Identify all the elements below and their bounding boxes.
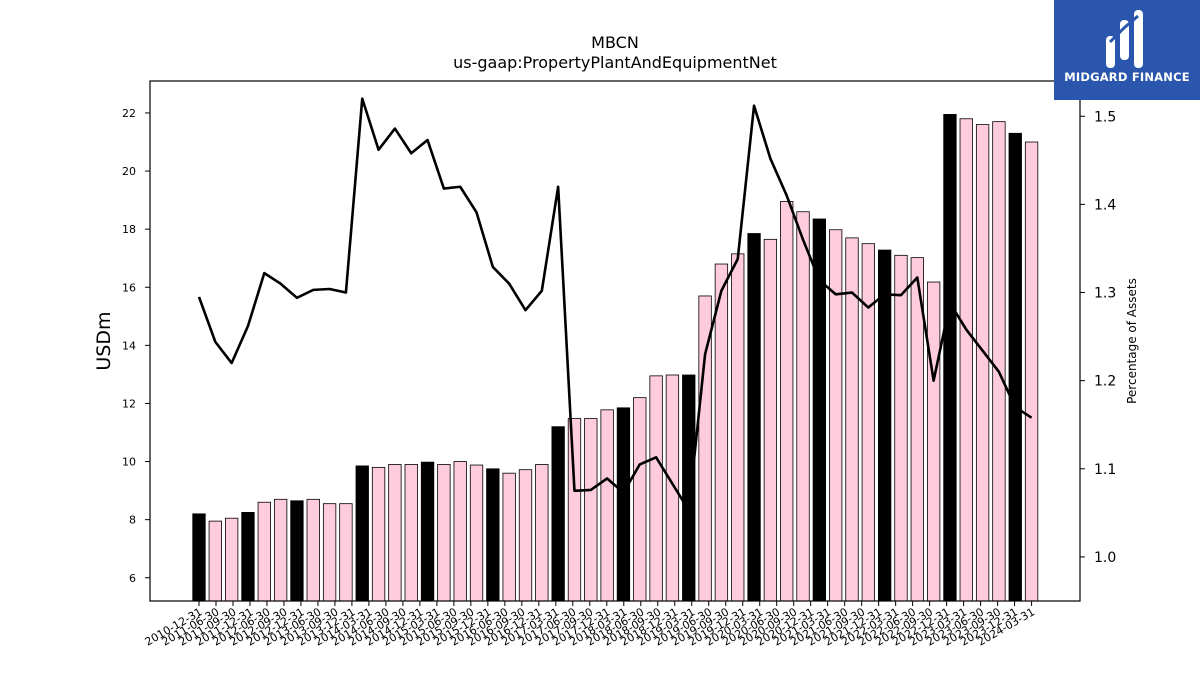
bar <box>453 461 467 602</box>
y-tick-label: 16 <box>122 281 136 294</box>
y2-tick-label: 1.0 <box>1094 550 1116 566</box>
bar <box>861 243 875 602</box>
bar <box>518 469 533 602</box>
y-tick-label: 20 <box>122 165 136 178</box>
bar <box>665 374 680 602</box>
bar <box>682 374 696 602</box>
bar <box>339 503 353 602</box>
y-tick-label: 8 <box>129 514 136 527</box>
y-tick-label: 22 <box>122 107 136 120</box>
bar <box>355 465 369 602</box>
bar <box>829 229 843 602</box>
y2-tick-label: 1.2 <box>1094 374 1116 390</box>
bar <box>616 407 631 602</box>
bar <box>551 426 565 602</box>
bar <box>404 464 418 602</box>
bar <box>584 418 598 602</box>
chart-subtitle: us-gaap:PropertyPlantAndEquipmentNet <box>453 53 777 72</box>
bar <box>306 498 320 602</box>
bar <box>959 118 973 602</box>
y2-tick-label: 1.4 <box>1094 197 1116 213</box>
bar <box>747 233 761 602</box>
bar <box>649 375 663 602</box>
bar <box>894 254 908 602</box>
y-tick-label: 6 <box>129 572 136 585</box>
bar <box>322 503 337 602</box>
bar <box>241 512 255 602</box>
bar <box>469 464 484 602</box>
bar <box>257 501 271 602</box>
plot-frame <box>149 80 1081 602</box>
bar <box>192 513 206 602</box>
x-axis: 2010-12-312011-06-302011-09-302011-12-31… <box>143 601 1037 649</box>
bar <box>1008 132 1022 602</box>
line-path <box>197 97 1033 512</box>
bar <box>486 468 500 602</box>
bar <box>926 281 941 602</box>
bar <box>796 211 810 602</box>
bar <box>208 520 222 602</box>
line-series <box>197 97 1033 512</box>
bar <box>371 466 386 602</box>
y2-tick-label: 1.5 <box>1094 109 1116 125</box>
logo-text: MIDGARD FINANCE <box>1064 70 1190 84</box>
bar <box>780 201 794 602</box>
bar <box>975 124 990 602</box>
y2-axis-label: Percentage of Assets <box>1125 278 1139 404</box>
chart-title: MBCN <box>591 33 639 52</box>
bar <box>388 464 402 602</box>
bar <box>420 461 435 602</box>
bar <box>633 397 647 602</box>
bar <box>600 409 614 602</box>
y2-tick-label: 1.1 <box>1094 462 1116 478</box>
bar <box>992 121 1006 602</box>
bar <box>535 464 549 602</box>
y-tick-label: 12 <box>122 397 136 410</box>
bar <box>943 114 957 602</box>
bar <box>714 263 729 602</box>
bar <box>273 498 288 602</box>
y-axis-label: USDm <box>93 311 115 370</box>
bar <box>224 517 239 602</box>
y-tick-label: 18 <box>122 223 136 236</box>
y2-tick-label: 1.3 <box>1094 286 1116 302</box>
brand-logo: MIDGARD FINANCE <box>1054 0 1200 100</box>
bar <box>1024 141 1039 602</box>
y-tick-label: 10 <box>122 456 136 469</box>
bar <box>290 500 304 602</box>
bar <box>763 238 778 602</box>
bar <box>437 464 451 602</box>
bar <box>567 418 582 602</box>
y-axis-left: 6 8 10 12 14 16 18 20 22 <box>122 107 150 585</box>
bar-series <box>192 114 1039 602</box>
y-tick-label: 14 <box>122 339 136 352</box>
bar <box>878 249 892 602</box>
y-axis-right: 1.0 1.1 1.2 1.3 1.4 1.5 <box>1080 109 1116 566</box>
bar <box>502 472 516 602</box>
bar <box>812 218 826 602</box>
midgard-logo-icon <box>1106 10 1143 68</box>
bar <box>731 253 745 602</box>
